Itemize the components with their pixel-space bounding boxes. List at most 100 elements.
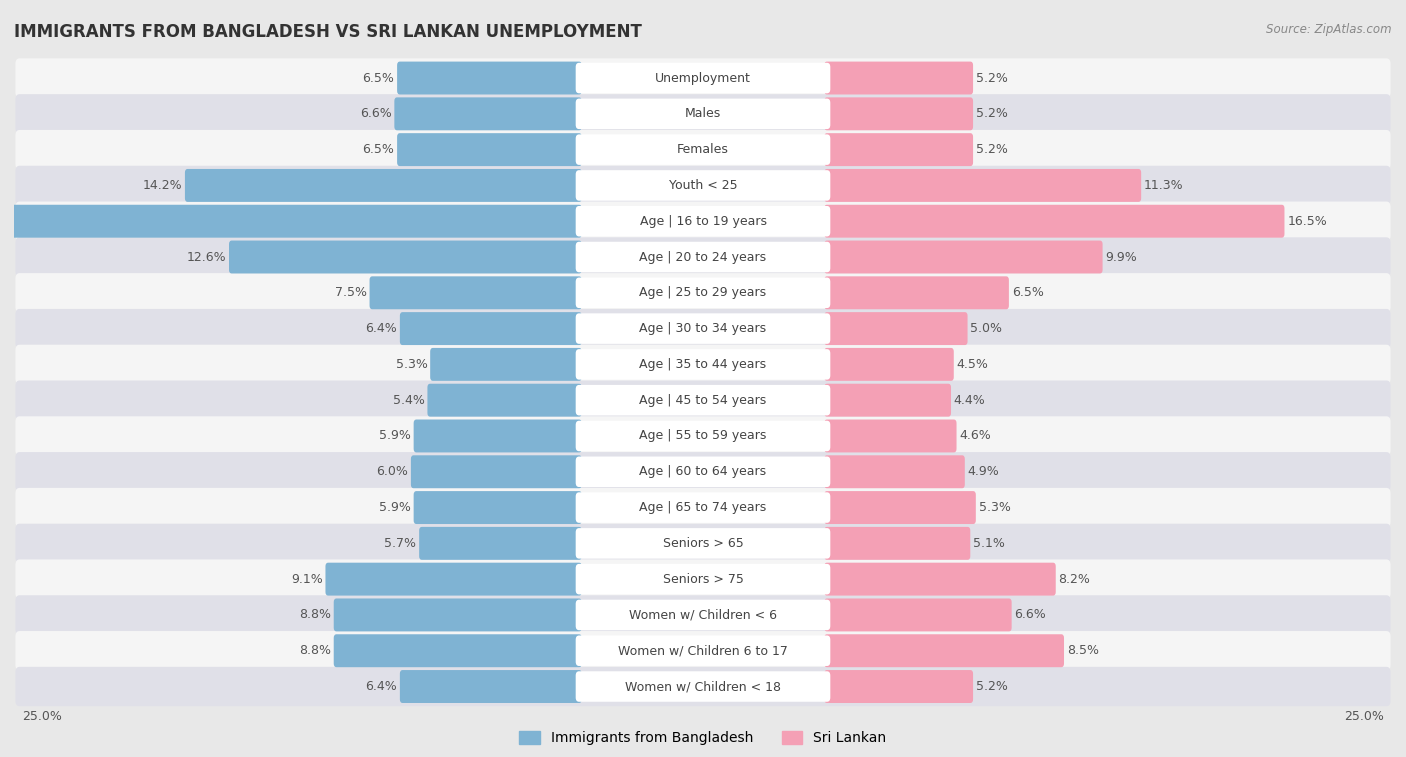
Text: Age | 35 to 44 years: Age | 35 to 44 years [640,358,766,371]
Text: Women w/ Children 6 to 17: Women w/ Children 6 to 17 [619,644,787,657]
FancyBboxPatch shape [15,238,1391,277]
FancyBboxPatch shape [575,564,831,594]
Text: 5.2%: 5.2% [976,107,1008,120]
Text: 4.4%: 4.4% [953,394,986,407]
Text: IMMIGRANTS FROM BANGLADESH VS SRI LANKAN UNEMPLOYMENT: IMMIGRANTS FROM BANGLADESH VS SRI LANKAN… [14,23,643,41]
Text: Age | 20 to 24 years: Age | 20 to 24 years [640,251,766,263]
FancyBboxPatch shape [575,349,831,380]
FancyBboxPatch shape [575,241,831,273]
FancyBboxPatch shape [824,61,973,95]
Text: 4.9%: 4.9% [967,466,1000,478]
FancyBboxPatch shape [394,98,582,130]
Text: 6.4%: 6.4% [366,680,396,693]
Text: Age | 30 to 34 years: Age | 30 to 34 years [640,322,766,335]
Text: Seniors > 65: Seniors > 65 [662,537,744,550]
FancyBboxPatch shape [575,170,831,201]
FancyBboxPatch shape [575,528,831,559]
Text: Age | 55 to 59 years: Age | 55 to 59 years [640,429,766,443]
FancyBboxPatch shape [824,98,973,130]
Text: 8.8%: 8.8% [299,609,330,621]
Text: 5.3%: 5.3% [979,501,1011,514]
Text: Youth < 25: Youth < 25 [669,179,737,192]
Text: 4.5%: 4.5% [956,358,988,371]
FancyBboxPatch shape [399,670,582,703]
Text: 9.9%: 9.9% [1105,251,1137,263]
FancyBboxPatch shape [15,309,1391,348]
FancyBboxPatch shape [824,276,1010,310]
FancyBboxPatch shape [824,419,956,453]
FancyBboxPatch shape [325,562,582,596]
FancyBboxPatch shape [575,635,831,666]
FancyBboxPatch shape [0,204,582,238]
FancyBboxPatch shape [15,452,1391,491]
FancyBboxPatch shape [824,527,970,560]
Text: Source: ZipAtlas.com: Source: ZipAtlas.com [1267,23,1392,36]
FancyBboxPatch shape [575,98,831,129]
FancyBboxPatch shape [575,135,831,165]
Text: 5.3%: 5.3% [395,358,427,371]
FancyBboxPatch shape [333,634,582,667]
Text: 8.5%: 8.5% [1067,644,1098,657]
FancyBboxPatch shape [824,599,1012,631]
FancyBboxPatch shape [824,312,967,345]
FancyBboxPatch shape [824,241,1102,273]
Text: 25.0%: 25.0% [1344,710,1384,723]
Text: 6.5%: 6.5% [1012,286,1043,299]
Text: 5.2%: 5.2% [976,72,1008,85]
Text: 6.4%: 6.4% [366,322,396,335]
FancyBboxPatch shape [333,599,582,631]
FancyBboxPatch shape [15,58,1391,98]
FancyBboxPatch shape [824,491,976,524]
Text: 5.0%: 5.0% [970,322,1002,335]
Text: 5.7%: 5.7% [384,537,416,550]
FancyBboxPatch shape [229,241,582,273]
Text: 14.2%: 14.2% [142,179,183,192]
Text: 5.9%: 5.9% [380,429,411,443]
Text: Females: Females [678,143,728,156]
FancyBboxPatch shape [15,488,1391,527]
FancyBboxPatch shape [15,631,1391,671]
FancyBboxPatch shape [15,381,1391,420]
Text: 5.2%: 5.2% [976,680,1008,693]
Text: Males: Males [685,107,721,120]
Text: Age | 25 to 29 years: Age | 25 to 29 years [640,286,766,299]
Text: 5.4%: 5.4% [392,394,425,407]
FancyBboxPatch shape [396,61,582,95]
Text: 12.6%: 12.6% [187,251,226,263]
FancyBboxPatch shape [411,455,582,488]
FancyBboxPatch shape [15,667,1391,706]
FancyBboxPatch shape [824,133,973,166]
Text: Age | 65 to 74 years: Age | 65 to 74 years [640,501,766,514]
FancyBboxPatch shape [824,169,1142,202]
FancyBboxPatch shape [15,344,1391,384]
FancyBboxPatch shape [575,456,831,487]
FancyBboxPatch shape [575,385,831,416]
Text: 6.6%: 6.6% [1014,609,1046,621]
Text: 25.0%: 25.0% [22,710,62,723]
Text: 6.5%: 6.5% [363,72,394,85]
FancyBboxPatch shape [370,276,582,310]
FancyBboxPatch shape [15,416,1391,456]
Text: 6.5%: 6.5% [363,143,394,156]
Text: 5.9%: 5.9% [380,501,411,514]
Text: Age | 45 to 54 years: Age | 45 to 54 years [640,394,766,407]
FancyBboxPatch shape [413,491,582,524]
Text: 9.1%: 9.1% [291,572,323,586]
FancyBboxPatch shape [396,133,582,166]
Text: 4.6%: 4.6% [959,429,991,443]
FancyBboxPatch shape [824,455,965,488]
FancyBboxPatch shape [15,524,1391,563]
FancyBboxPatch shape [15,559,1391,599]
FancyBboxPatch shape [427,384,582,416]
FancyBboxPatch shape [575,421,831,451]
FancyBboxPatch shape [824,384,950,416]
FancyBboxPatch shape [824,562,1056,596]
FancyBboxPatch shape [575,278,831,308]
Text: 5.1%: 5.1% [973,537,1005,550]
FancyBboxPatch shape [575,600,831,630]
FancyBboxPatch shape [186,169,582,202]
Text: 16.5%: 16.5% [1288,215,1327,228]
FancyBboxPatch shape [15,201,1391,241]
FancyBboxPatch shape [15,595,1391,634]
FancyBboxPatch shape [413,419,582,453]
